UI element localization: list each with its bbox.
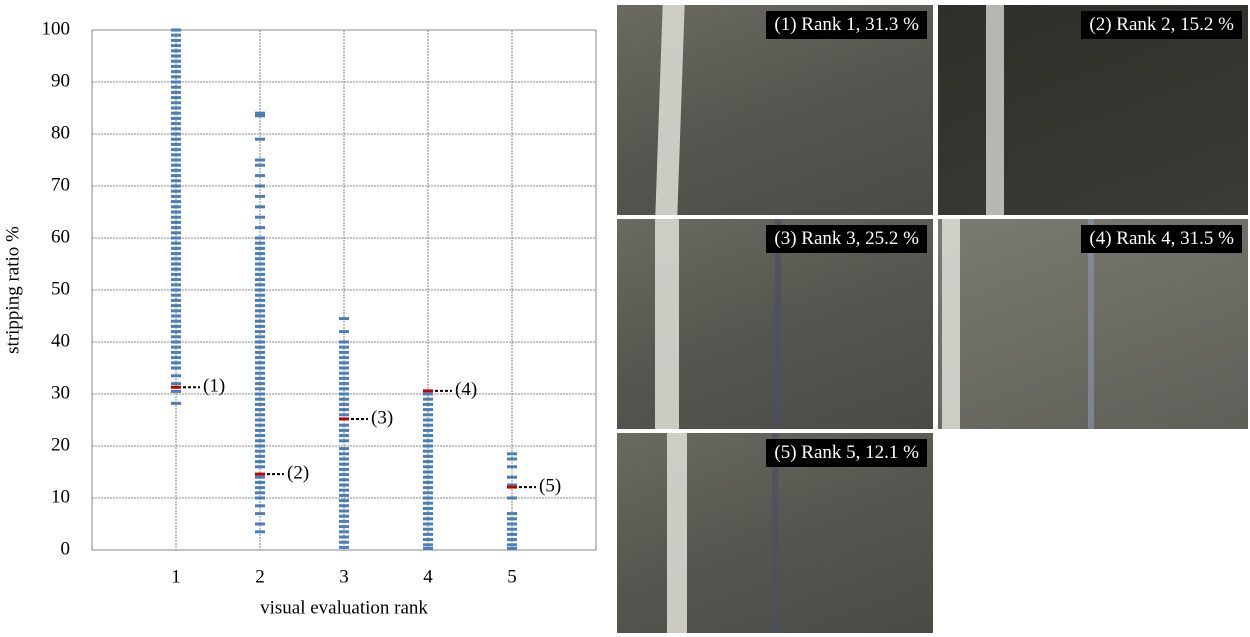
photo-caption: (4) Rank 4, 31.5 %	[1081, 225, 1242, 253]
photo-caption: (5) Rank 5, 12.1 %	[766, 439, 927, 467]
photo: (1) Rank 1, 31.3 %	[617, 5, 933, 215]
y-tick-label: 40	[51, 330, 70, 351]
y-axis-label: stripping ratio %	[2, 226, 23, 354]
chart: visual evaluation rank stripping ratio %…	[2, 18, 597, 618]
photo-caption: (3) Rank 3, 25.2 %	[766, 225, 927, 253]
highlight-label: (2)	[287, 462, 309, 483]
photo-caption: (1) Rank 1, 31.3 %	[766, 11, 927, 39]
plot-frame	[91, 29, 597, 551]
photo: (5) Rank 5, 12.1 %	[617, 433, 933, 633]
y-tick-label: 30	[51, 382, 70, 403]
y-tick-label: 60	[51, 226, 70, 247]
y-tick-label: 50	[51, 278, 70, 299]
x-tick-label: 5	[507, 566, 517, 587]
x-tick-label: 3	[339, 566, 349, 587]
highlight-label: (3)	[371, 407, 393, 428]
x-axis-label: visual evaluation rank	[260, 597, 428, 618]
y-tick-label: 10	[51, 486, 70, 507]
photo: (2) Rank 2, 15.2 %	[938, 5, 1248, 215]
y-tick-label: 90	[51, 70, 70, 91]
photo: (4) Rank 4, 31.5 %	[938, 219, 1248, 429]
y-tick-label: 70	[51, 174, 70, 195]
y-tick-label: 20	[51, 434, 70, 455]
y-tick-label: 0	[61, 538, 71, 559]
highlight-label: (5)	[539, 475, 561, 496]
y-tick-label: 100	[42, 18, 71, 39]
y-tick-label: 80	[51, 122, 70, 143]
x-tick-label: 2	[255, 566, 265, 587]
x-tick-label: 4	[423, 566, 433, 587]
photo-caption: (2) Rank 2, 15.2 %	[1081, 11, 1242, 39]
x-tick-label: 1	[171, 566, 181, 587]
photo: (3) Rank 3, 25.2 %	[617, 219, 933, 429]
highlight-label: (1)	[203, 376, 225, 397]
highlight-label: (4)	[455, 379, 477, 400]
